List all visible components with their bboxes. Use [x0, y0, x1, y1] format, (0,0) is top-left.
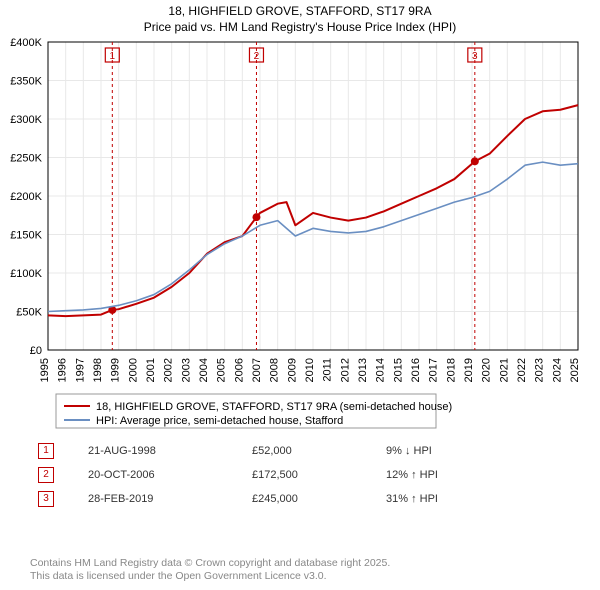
sale-row: 220-OCT-2006£172,50012% ↑ HPI [32, 464, 568, 486]
svg-text:2003: 2003 [180, 358, 192, 382]
svg-text:2023: 2023 [534, 358, 546, 382]
svg-text:2014: 2014 [375, 358, 387, 382]
svg-text:1998: 1998 [92, 358, 104, 382]
svg-text:2002: 2002 [163, 358, 175, 382]
svg-text:3: 3 [472, 51, 478, 62]
svg-text:2017: 2017 [428, 358, 440, 382]
svg-text:2013: 2013 [357, 358, 369, 382]
footer: Contains HM Land Registry data © Crown c… [30, 557, 570, 584]
svg-text:1999: 1999 [110, 358, 122, 382]
svg-text:2000: 2000 [127, 358, 139, 382]
svg-text:1995: 1995 [39, 358, 51, 382]
svg-text:2024: 2024 [551, 358, 563, 382]
svg-text:1: 1 [110, 51, 116, 62]
svg-text:2018: 2018 [445, 358, 457, 382]
svg-text:2022: 2022 [516, 358, 528, 382]
svg-text:2016: 2016 [410, 358, 422, 382]
svg-text:2025: 2025 [569, 358, 581, 382]
svg-text:2021: 2021 [498, 358, 510, 382]
svg-text:£250K: £250K [10, 153, 42, 165]
svg-text:£400K: £400K [10, 37, 42, 49]
sale-row: 121-AUG-1998£52,0009% ↓ HPI [32, 440, 568, 462]
svg-text:2004: 2004 [198, 358, 210, 382]
svg-text:2020: 2020 [481, 358, 493, 382]
svg-text:£100K: £100K [10, 268, 42, 280]
svg-text:2010: 2010 [304, 358, 316, 382]
svg-text:2019: 2019 [463, 358, 475, 382]
svg-text:2008: 2008 [269, 358, 281, 382]
svg-text:1996: 1996 [57, 358, 69, 382]
svg-text:18, HIGHFIELD GROVE, STAFFORD,: 18, HIGHFIELD GROVE, STAFFORD, ST17 9RA … [96, 401, 452, 413]
svg-text:£200K: £200K [10, 191, 42, 203]
svg-text:1997: 1997 [74, 358, 86, 382]
svg-text:£50K: £50K [16, 307, 42, 319]
sales-table: 121-AUG-1998£52,0009% ↓ HPI220-OCT-2006£… [30, 438, 570, 512]
footer-line2: This data is licensed under the Open Gov… [30, 570, 327, 582]
svg-text:2011: 2011 [322, 358, 334, 382]
svg-text:2006: 2006 [233, 358, 245, 382]
price-chart: £0 £50K £100K £150K £200K £250K £300K £350K £400… [0, 0, 600, 430]
footer-line1: Contains HM Land Registry data © Crown c… [30, 557, 390, 569]
svg-text:2005: 2005 [216, 358, 228, 382]
sale-row: 328-FEB-2019£245,00031% ↑ HPI [32, 488, 568, 510]
svg-text:2012: 2012 [339, 358, 351, 382]
svg-text:2015: 2015 [392, 358, 404, 382]
svg-text:£300K: £300K [10, 114, 42, 126]
svg-text:£0: £0 [30, 345, 42, 357]
svg-text:£150K: £150K [10, 230, 42, 242]
svg-text:£350K: £350K [10, 76, 42, 88]
svg-text:HPI: Average price, semi-detac: HPI: Average price, semi-detached house,… [96, 415, 343, 427]
svg-text:2009: 2009 [286, 358, 298, 382]
svg-text:2007: 2007 [251, 358, 263, 382]
svg-text:2: 2 [254, 51, 260, 62]
svg-text:2001: 2001 [145, 358, 157, 382]
